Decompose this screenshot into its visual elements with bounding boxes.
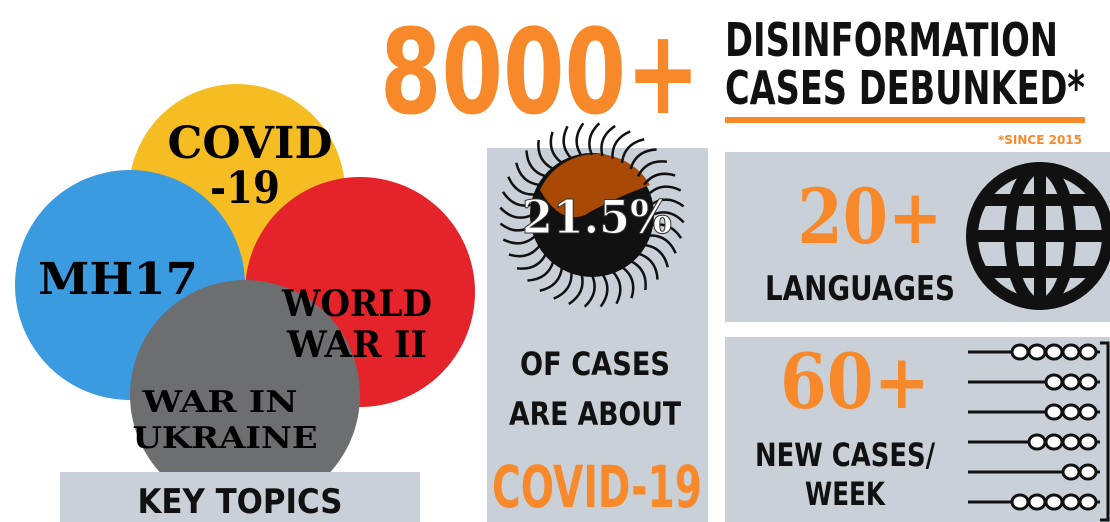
panel-text: OF CASES: [520, 345, 670, 383]
abacus-bead: [1046, 495, 1062, 509]
abacus-bead: [1063, 495, 1079, 509]
header-text: CASES DEBUNKED*: [725, 61, 1085, 115]
stat-number: 20+: [798, 172, 943, 261]
key-topics-label: KEY TOPICS: [138, 482, 343, 522]
abacus-bead: [1029, 435, 1045, 449]
topic-label: -19: [210, 163, 280, 214]
abacus-bead: [1080, 375, 1096, 389]
abacus-bead: [1063, 375, 1079, 389]
abacus-bead: [1046, 405, 1062, 419]
topic-label: WAR IN: [141, 385, 297, 420]
panel-text: ARE ABOUT: [509, 395, 681, 433]
infographic: COVID -19 MH17 WORLD WAR II WAR IN UKRAI…: [0, 0, 1110, 522]
panel-topic: COVID-19: [492, 453, 702, 521]
topic-label: WORLD: [281, 283, 432, 325]
stat-label: WEEK: [805, 475, 886, 513]
stat-number: 60+: [780, 337, 930, 426]
topic-label: WAR II: [286, 324, 427, 366]
abacus-bead: [1080, 345, 1096, 359]
stat-label: LANGUAGES: [765, 269, 955, 309]
abacus-bead: [1046, 435, 1062, 449]
abacus-bead: [1063, 435, 1079, 449]
abacus-bead: [1063, 405, 1079, 419]
abacus-bead: [1063, 465, 1079, 479]
abacus-bead: [1029, 345, 1045, 359]
abacus-bead: [1029, 495, 1045, 509]
topic-label: MH17: [38, 254, 198, 305]
globe-icon: [972, 168, 1108, 304]
abacus-bead: [1080, 465, 1096, 479]
abacus-bead: [1012, 495, 1028, 509]
topic-label: COVID: [168, 118, 333, 169]
percent-label: 21.5%: [522, 190, 672, 244]
abacus-bead: [1063, 345, 1079, 359]
abacus-bead: [1080, 495, 1096, 509]
abacus-bead: [1046, 345, 1062, 359]
abacus-bead: [1046, 375, 1062, 389]
topic-label: UKRAINE: [133, 421, 318, 456]
header-rule: [725, 117, 1085, 123]
header-note: *SINCE 2015: [998, 133, 1082, 147]
abacus-bead: [1080, 435, 1096, 449]
abacus-bead: [1012, 345, 1028, 359]
stat-label: NEW CASES/: [755, 436, 935, 474]
header-text: DISINFORMATION: [725, 13, 1058, 67]
abacus-bead: [1080, 405, 1096, 419]
header-number: 8000+: [380, 3, 700, 141]
